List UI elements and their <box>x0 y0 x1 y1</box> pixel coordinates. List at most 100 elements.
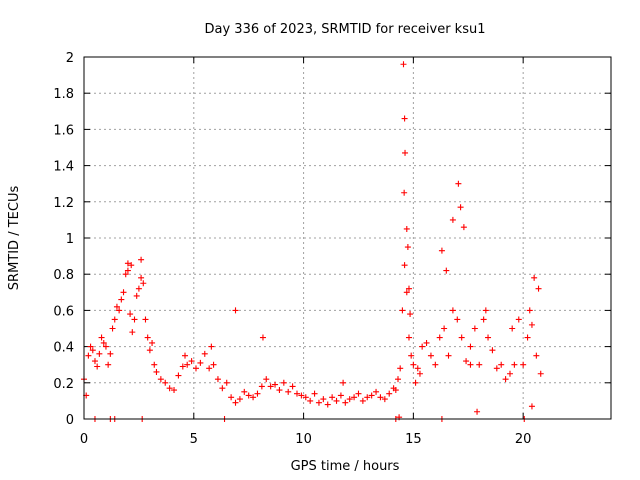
data-point <box>146 347 153 354</box>
y-tick-label: 1.6 <box>53 123 74 138</box>
data-point <box>460 224 467 231</box>
data-point <box>228 394 235 401</box>
data-point <box>285 388 292 395</box>
x-tick-label: 20 <box>515 432 532 447</box>
data-point <box>457 204 464 211</box>
data-point <box>485 334 492 341</box>
data-point <box>113 303 120 310</box>
data-point <box>267 383 274 390</box>
data-point <box>214 376 221 383</box>
data-point <box>436 334 443 341</box>
data-point <box>506 370 513 377</box>
data-point <box>102 343 109 350</box>
data-point <box>337 392 344 399</box>
plot-frame <box>83 56 612 420</box>
data-point <box>482 307 489 314</box>
data-point <box>94 363 101 370</box>
data-point <box>254 390 261 397</box>
data-point <box>289 383 296 390</box>
data-point <box>401 189 408 196</box>
data-point <box>438 247 445 254</box>
data-point <box>373 388 380 395</box>
data-point <box>223 379 230 386</box>
data-point <box>210 361 217 368</box>
data-point <box>122 271 129 278</box>
data-point <box>432 361 439 368</box>
data-point <box>400 61 407 68</box>
data-point <box>531 274 538 281</box>
data-point <box>157 376 164 383</box>
data-point <box>392 387 399 394</box>
data-point <box>89 347 96 354</box>
data-point <box>423 339 430 346</box>
data-point <box>405 334 412 341</box>
data-point <box>135 285 142 292</box>
data-point <box>162 379 169 386</box>
data-point <box>241 388 248 395</box>
data-point <box>219 385 226 392</box>
data-point <box>138 274 145 281</box>
y-axis-label: SRMTID / TECUs <box>7 186 22 291</box>
data-point <box>346 396 353 403</box>
data-point <box>118 296 125 303</box>
data-point <box>105 361 112 368</box>
x-tick-label: 5 <box>190 432 198 447</box>
data-point <box>386 390 393 397</box>
data-point <box>381 396 388 403</box>
data-point <box>333 397 340 404</box>
data-point <box>179 363 186 370</box>
data-point <box>416 370 423 377</box>
data-point <box>120 289 127 296</box>
data-point <box>116 307 123 314</box>
data-point <box>403 289 410 296</box>
data-point <box>280 379 287 386</box>
data-point <box>397 365 404 372</box>
data-point <box>493 365 500 372</box>
data-point <box>307 397 314 404</box>
data-point <box>471 325 478 332</box>
data-point <box>526 307 533 314</box>
data-point <box>342 399 349 406</box>
y-tick-label: 2 <box>66 51 74 66</box>
y-tick-label: 1.4 <box>53 160 74 175</box>
y-tick-label: 0.6 <box>53 304 74 319</box>
data-point <box>208 343 215 350</box>
data-point <box>201 350 208 357</box>
data-point <box>127 311 134 318</box>
data-point <box>364 394 371 401</box>
data-point <box>129 329 136 336</box>
x-tick-label: 15 <box>405 432 422 447</box>
data-point <box>109 325 116 332</box>
data-point <box>128 262 135 269</box>
data-point <box>311 390 318 397</box>
data-point <box>377 394 384 401</box>
data-point <box>489 347 496 354</box>
data-point <box>476 361 483 368</box>
x-tick-label: 0 <box>80 432 88 447</box>
tick-layer: 00.20.40.60.811.21.41.61.820 5 10 15 20 <box>53 51 611 447</box>
data-point <box>404 244 411 251</box>
data-point <box>140 280 147 287</box>
data-point <box>441 325 448 332</box>
data-point <box>302 394 309 401</box>
data-point <box>144 334 151 341</box>
data-point <box>175 372 182 379</box>
data-point <box>449 307 456 314</box>
data-point <box>340 379 347 386</box>
data-point <box>480 316 487 323</box>
data-point <box>259 334 266 341</box>
data-point <box>298 392 305 399</box>
data-point <box>96 350 103 357</box>
data-point <box>232 399 239 406</box>
y-tick-label: 1.2 <box>53 196 74 211</box>
data-point <box>403 225 410 232</box>
y-tick-label: 0.8 <box>53 268 74 283</box>
data-point <box>412 379 419 386</box>
data-point <box>407 311 414 318</box>
data-point <box>511 361 518 368</box>
data-point <box>405 285 412 292</box>
data-point <box>458 334 465 341</box>
data-point <box>533 352 540 359</box>
data-point <box>131 316 138 323</box>
